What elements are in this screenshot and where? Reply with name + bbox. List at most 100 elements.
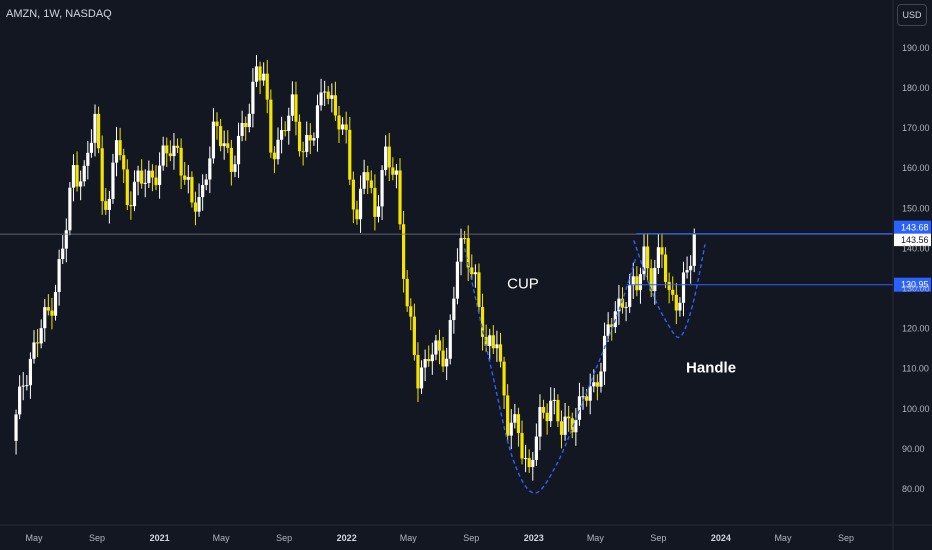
candle-body [563, 416, 567, 435]
candle [28, 352, 33, 399]
candle-body [531, 460, 535, 468]
candle-body [96, 113, 101, 149]
candle [524, 444, 528, 473]
candle [301, 141, 305, 166]
candle-body [577, 396, 582, 420]
candle-body [35, 342, 40, 344]
candle [229, 139, 233, 186]
candle-body [631, 276, 635, 286]
candle-body [348, 129, 352, 180]
candle [143, 169, 147, 198]
candle [79, 170, 83, 201]
candle-body [567, 416, 571, 419]
candle [678, 297, 682, 317]
candle [276, 127, 280, 165]
candle-body [204, 179, 208, 186]
candle-body [373, 187, 377, 217]
candle-body [341, 124, 345, 130]
candle-body [233, 164, 237, 172]
candle-body [376, 206, 381, 217]
candle [423, 349, 427, 382]
x-tick-label: May [587, 533, 605, 543]
candle [581, 386, 585, 410]
candle [373, 174, 377, 231]
candle-body [667, 281, 671, 290]
candle [344, 111, 348, 144]
candle-body [136, 170, 140, 182]
candle [692, 228, 696, 273]
candle [330, 83, 334, 113]
candle [132, 170, 137, 212]
candle [473, 264, 477, 288]
candle-body [50, 310, 54, 316]
candle-body [132, 181, 137, 207]
candle [574, 408, 578, 446]
candle-body [448, 320, 452, 359]
candle [154, 165, 158, 191]
candle [613, 301, 617, 334]
candle-body [513, 414, 517, 423]
candle-body [506, 395, 510, 436]
candle [32, 330, 36, 364]
candle [351, 171, 355, 224]
candle-body [276, 139, 280, 160]
candle-body [165, 145, 169, 154]
candle-body [427, 359, 431, 362]
candle [531, 452, 535, 481]
candle [498, 333, 503, 368]
candle [649, 259, 653, 298]
candle-body [556, 399, 560, 422]
candle-body [434, 340, 438, 355]
handle-curve [633, 240, 706, 339]
candle-body [287, 115, 291, 132]
candle [559, 410, 564, 449]
candle [258, 61, 262, 95]
candle [305, 121, 309, 158]
resistance-tag [894, 220, 931, 234]
candle [287, 107, 291, 145]
candle [653, 259, 657, 305]
y-tick-label: 90.00 [902, 444, 925, 454]
candle-body [585, 396, 589, 401]
candle [186, 165, 190, 194]
candle [96, 106, 101, 154]
y-tick-label: 150.00 [902, 203, 930, 213]
candle [674, 282, 678, 325]
candle [86, 140, 90, 180]
candle [398, 158, 402, 230]
candle [236, 122, 241, 178]
candle [513, 404, 517, 429]
candle-body [498, 344, 503, 362]
candle [43, 299, 47, 342]
candle [333, 81, 338, 121]
candles [14, 55, 696, 481]
candle-body [229, 147, 233, 172]
candle [635, 266, 639, 297]
candle-body [258, 66, 262, 81]
currency-button[interactable]: USD [897, 4, 927, 26]
candle [495, 330, 499, 362]
candle-body [147, 170, 151, 183]
candle [111, 153, 115, 204]
candle-body [552, 399, 556, 401]
candle-body [32, 342, 36, 359]
candle [129, 191, 133, 220]
candle-body [387, 146, 391, 168]
candle [631, 262, 635, 299]
candle-body [28, 358, 33, 386]
candle [89, 129, 94, 158]
candle-body [82, 165, 86, 182]
x-tick-label: May [774, 533, 792, 543]
candle-body [369, 180, 373, 188]
candle [337, 106, 341, 144]
candle-body [660, 247, 664, 255]
candle [136, 165, 140, 196]
y-tick-label: 130.00 [902, 284, 930, 294]
candle [606, 312, 610, 342]
candle-body [653, 267, 657, 292]
candle-body [114, 140, 119, 163]
cup-curve [463, 248, 638, 494]
candle-body [25, 385, 29, 387]
candle [247, 103, 251, 133]
